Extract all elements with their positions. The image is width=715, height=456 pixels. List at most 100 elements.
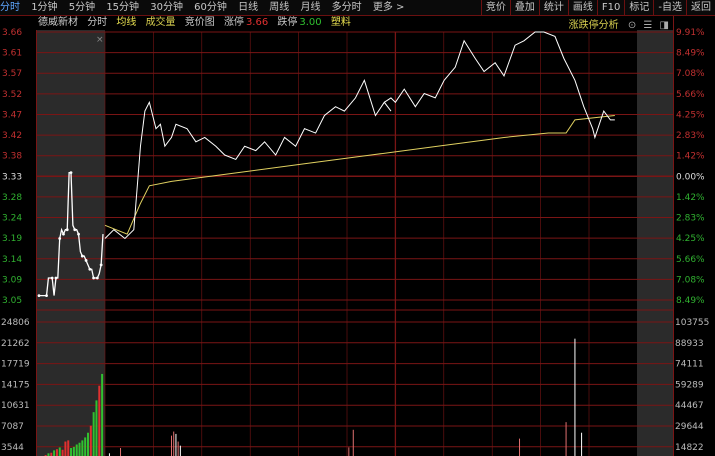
avg-price-line <box>104 114 615 235</box>
volume-toggle[interactable]: 成交量 <box>145 17 176 28</box>
auction-price-point <box>50 276 54 280</box>
statistics-button[interactable]: 统计 <box>538 0 568 15</box>
menu-icon[interactable]: ☰ <box>643 20 653 31</box>
avg-line-toggle[interactable]: 均线 <box>116 17 137 28</box>
auction-price-point <box>99 263 103 267</box>
auction-volume-bar <box>58 447 61 456</box>
auction-volume-bar <box>70 448 73 456</box>
auction-price-point <box>92 276 95 280</box>
auction-volume-bar <box>67 440 70 456</box>
amount-tick-label: 59289 <box>675 380 704 390</box>
auction-price-point <box>54 276 58 280</box>
volume-tick-label: 21262 <box>1 339 30 349</box>
auction-volume-bar <box>53 450 56 456</box>
auction-volume-bar <box>75 444 78 456</box>
auction-price-point <box>58 237 62 240</box>
auction-price-point <box>77 232 80 236</box>
mark-button[interactable]: 标记 <box>624 0 653 15</box>
pct-tick-label: 2.83% <box>676 214 705 224</box>
auction-price-point <box>80 254 84 258</box>
tab-15min[interactable]: 15分钟 <box>106 2 140 13</box>
auction-price-point <box>37 294 41 298</box>
auction-volume-bar <box>72 446 75 456</box>
auction-volume-bar <box>84 437 87 456</box>
auction-volume-bar <box>95 400 98 456</box>
volume-tick-label: 14175 <box>1 380 30 390</box>
volume-tick-label: 24806 <box>1 318 30 328</box>
price-tick-label: 3.61 <box>2 49 22 59</box>
watchlist-button[interactable]: -自选 <box>653 0 686 15</box>
close-icon: × <box>96 35 104 45</box>
window-icon[interactable]: ◨ <box>659 20 669 31</box>
auction-volume-bar <box>81 440 84 456</box>
auction-chart-toggle[interactable]: 竞价图 <box>184 17 215 28</box>
auction-price-point <box>88 267 92 271</box>
post-region <box>637 30 673 456</box>
price-tick-label: 3.09 <box>2 275 22 285</box>
tab-monthly[interactable]: 月线 <box>300 2 321 13</box>
volume-tick-label: 10631 <box>1 401 30 411</box>
pct-tick-label: 4.25% <box>676 110 705 120</box>
mode-label: 分时 <box>87 17 108 28</box>
auction-region <box>37 30 105 456</box>
price-tick-label: 3.42 <box>2 131 22 141</box>
auction-price-point <box>62 232 65 236</box>
pct-tick-label: 8.49% <box>676 296 705 306</box>
auction-volume-bar <box>98 385 101 456</box>
info-bar: 德威新材 分时 均线 成交量 竞价图 涨停 3.66 跌停 3.00 塑料 <box>0 16 715 30</box>
auction-volume-bar <box>50 452 53 456</box>
price-tick-label: 3.19 <box>2 234 22 244</box>
limit-down-label: 跌停 <box>277 17 298 28</box>
amount-tick-label: 74111 <box>675 360 704 370</box>
pct-tick-label: 5.66% <box>676 90 705 100</box>
limit-analysis-button[interactable]: 涨跌停分析 <box>568 20 619 31</box>
back-button[interactable]: 返回 <box>686 0 715 15</box>
tab-intraday[interactable]: 分时 <box>0 2 20 13</box>
volume-tick-label: 7087 <box>1 422 24 432</box>
target-icon[interactable]: ⊙ <box>627 20 637 31</box>
price-tick-label: 3.66 <box>2 28 22 38</box>
auction-price-point <box>84 259 88 262</box>
sector-label[interactable]: 塑料 <box>330 17 351 28</box>
tab-5min[interactable]: 5分钟 <box>68 2 96 13</box>
auction-volume-bar <box>87 432 89 456</box>
tab-daily[interactable]: 日线 <box>238 2 259 13</box>
price-tick-label: 3.05 <box>2 296 22 306</box>
stock-name: 德威新材 <box>38 17 78 28</box>
pct-tick-label: 7.08% <box>676 69 705 79</box>
chart-tools: 涨跌停分析 ⊙ ☰ ◨ <box>569 16 669 31</box>
auction-volume-bar <box>55 449 58 456</box>
tab-weekly[interactable]: 周线 <box>269 2 290 13</box>
overlay-button[interactable]: 叠加 <box>509 0 539 15</box>
price-tick-label: 3.28 <box>2 193 22 203</box>
pct-tick-label: 8.49% <box>676 49 705 59</box>
tab-multi-intraday[interactable]: 多分时 <box>331 2 362 13</box>
volume-tick-label: 17719 <box>1 360 30 370</box>
price-tick-label: 3.57 <box>2 69 22 79</box>
tab-1min[interactable]: 1分钟 <box>31 2 58 13</box>
limit-up-label: 涨停 <box>223 17 244 28</box>
draw-line-button[interactable]: 画线 <box>567 0 597 15</box>
auction-volume-bar <box>92 412 95 456</box>
volume-tick-label: 3544 <box>1 443 24 453</box>
amount-tick-label: 88933 <box>675 339 704 349</box>
period-toolbar: 分时 1分钟 5分钟 15分钟 30分钟 60分钟 日线 周线 月线 多分时 更… <box>0 0 715 16</box>
auction-volume-bar <box>64 441 67 456</box>
tab-30min[interactable]: 30分钟 <box>150 2 183 13</box>
auction-price-point <box>69 171 73 174</box>
auction-price-point <box>73 228 77 232</box>
pct-tick-label: 1.42% <box>676 193 705 203</box>
tab-more[interactable]: 更多 > <box>372 2 405 13</box>
f10-button[interactable]: F10 <box>596 0 624 15</box>
pct-tick-label: 9.91% <box>676 28 705 38</box>
price-tick-label: 3.52 <box>2 90 22 100</box>
pct-tick-label: 7.08% <box>676 275 705 285</box>
auction-volume-bar <box>47 453 50 456</box>
price-line <box>104 31 615 240</box>
pct-tick-label: 5.66% <box>676 255 705 265</box>
auction-button[interactable]: 竞价 <box>480 0 510 15</box>
amount-tick-label: 29644 <box>675 422 704 432</box>
tab-60min[interactable]: 60分钟 <box>194 2 227 13</box>
price-tick-label: 3.24 <box>2 214 22 224</box>
